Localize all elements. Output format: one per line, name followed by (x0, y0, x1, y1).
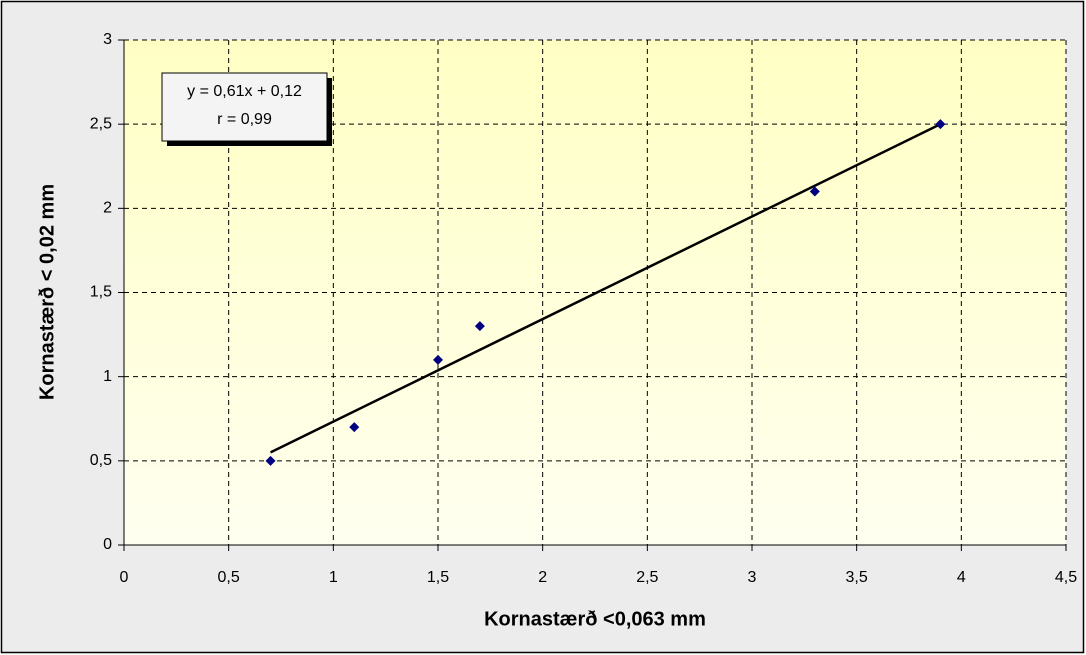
data-point (433, 354, 443, 365)
x-tick-label: 1,5 (427, 569, 449, 586)
y-tick-label: 3 (103, 31, 112, 48)
data-point (474, 321, 485, 332)
x-tick-label: 0 (120, 569, 129, 586)
y-axis-title: Kornastærð < 0,02 mm (36, 184, 58, 400)
x-tick-label: 1 (329, 569, 338, 586)
data-point (349, 422, 360, 433)
x-tick-label: 3,5 (846, 569, 868, 586)
data-point (935, 119, 946, 130)
trendline (269, 123, 941, 454)
y-tick-label: 1 (103, 368, 112, 385)
x-tick-label: 3 (748, 569, 757, 586)
y-tick-label: 0 (103, 536, 112, 553)
x-tick-label: 2 (538, 569, 547, 586)
annotation-text: r = 0,99 (217, 111, 272, 128)
x-tick-label: 4 (957, 569, 966, 586)
annotation-box (161, 72, 328, 142)
data-point (265, 455, 276, 466)
y-tick-label: 0,5 (90, 452, 112, 469)
y-tick-label: 2,5 (90, 115, 112, 132)
y-tick-label: 1,5 (90, 284, 112, 301)
annotation-text: y = 0,61x + 0,12 (187, 83, 302, 100)
data-point (809, 186, 820, 197)
x-tick-label: 0,5 (218, 569, 240, 586)
x-tick-label: 2,5 (636, 569, 658, 586)
x-tick-label: 4,5 (1055, 569, 1077, 586)
y-tick-label: 2 (103, 200, 112, 217)
x-axis-title: Kornastærð <0,063 mm (484, 608, 706, 630)
